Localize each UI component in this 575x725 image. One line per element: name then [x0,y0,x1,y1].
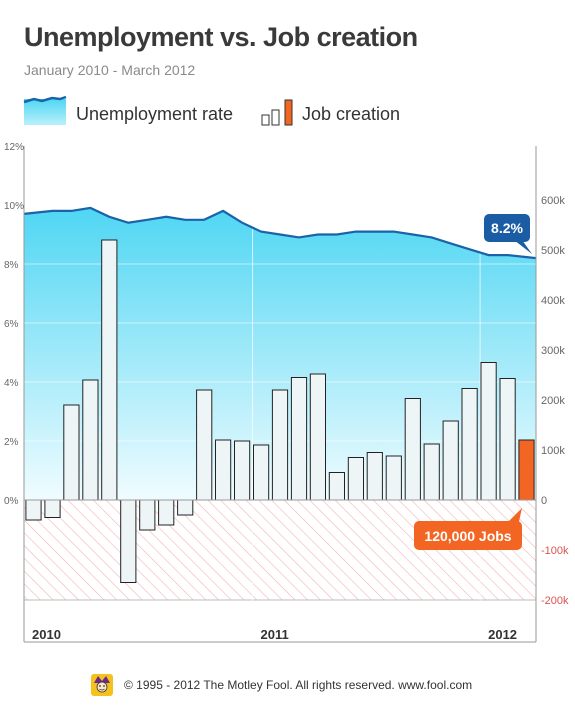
left-tick-label: 4% [4,378,19,389]
year-label: 2011 [261,627,289,642]
left-axis-ticks: 12% 10% 8% 6% 4% 2% 0% [4,142,24,507]
job-bar [480,362,497,501]
right-tick-label: 400k [541,295,565,307]
chart-subtitle: January 2010 - March 2012 [24,62,196,78]
job-bar [271,389,289,501]
job-bar [120,499,137,583]
job-bar [253,444,270,501]
job-bar [499,378,516,501]
right-axis-ticks: 600k 500k 400k 300k 200k 100k 0 -100k -200k [541,195,569,607]
legend-item-unemployment: Unemployment rate [23,95,233,125]
job-bar [158,499,175,526]
callout-rate-pointer [514,240,532,254]
job-bar [385,455,402,501]
left-tick-label: 0% [4,496,19,507]
job-bar [196,389,213,501]
legend-label-jobs: Job creation [302,104,400,124]
job-bar [82,379,99,501]
right-tick-label: -100k [541,545,569,557]
job-bar [461,388,478,501]
right-tick-label: 600k [541,195,565,207]
right-tick-label: 200k [541,395,565,407]
footer: © 1995 - 2012 The Motley Fool. All right… [90,673,472,697]
job-bar [215,439,232,501]
legend: Unemployment rate Job creation [23,95,400,126]
callout-jobs-box [414,521,522,550]
callout-jobs-text: 120,000 Jobs [424,528,511,544]
job-bar [328,472,345,501]
right-tick-label: 300k [541,345,565,357]
left-tick-label: 6% [4,319,19,330]
job-creation-bars [25,239,535,583]
year-axis: 2010 2011 2012 [32,627,517,642]
year-label: 2010 [32,627,61,642]
job-bar [423,443,440,501]
right-tick-label: -200k [541,595,569,607]
job-bar [366,452,383,501]
right-tick-label: 0 [541,495,547,507]
legend-label-unemployment: Unemployment rate [76,104,233,124]
job-bar [101,239,118,501]
legend-swatch-bar1 [261,114,270,126]
chart-title: Unemployment vs. Job creation [24,22,418,52]
job-bar [44,499,61,518]
left-tick-label: 8% [4,260,19,271]
callout-rate-text: 8.2% [491,220,523,236]
job-bar [63,404,80,501]
legend-swatch-line [23,95,67,104]
left-tick-label: 12% [4,142,24,153]
job-bar [309,373,326,501]
job-bar [234,440,251,501]
legend-swatch-bar2 [271,109,280,126]
callout-rate: 8.2% [484,214,532,254]
year-label: 2012 [488,627,517,642]
job-bar [177,499,194,516]
right-tick-label: 100k [541,445,565,457]
right-tick-label: 500k [541,245,565,257]
callout-jobs: 120,000 Jobs [414,508,522,550]
job-bar [347,457,364,501]
jester-logo-icon [91,674,113,696]
copyright-text: © 1995 - 2012 The Motley Fool. All right… [124,678,473,692]
job-bar [404,398,421,501]
callout-rate-box [484,214,530,242]
legend-item-jobs: Job creation [261,99,400,126]
job-bar [290,377,308,501]
unemployment-line [23,206,537,260]
left-tick-label: 10% [4,201,24,212]
left-tick-label: 2% [4,437,19,448]
job-bar [139,499,156,531]
job-bar-highlight [518,439,535,501]
job-bar [25,499,42,521]
legend-swatch-area [24,99,66,125]
job-bar [442,420,459,501]
legend-swatch-bar3 [284,99,293,126]
